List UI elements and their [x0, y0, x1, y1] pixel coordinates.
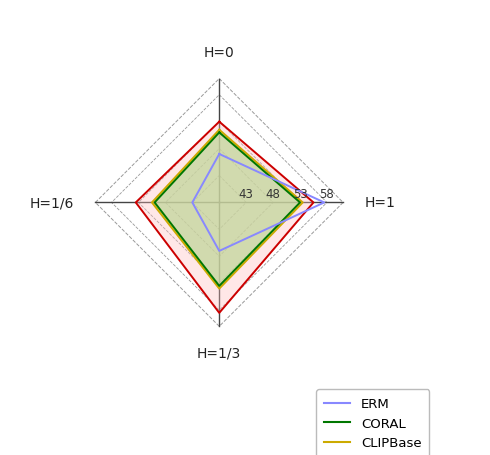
Polygon shape: [152, 131, 303, 289]
Text: 53: 53: [293, 187, 307, 200]
Polygon shape: [155, 133, 300, 286]
Text: H=0: H=0: [204, 46, 235, 60]
Text: 43: 43: [239, 187, 254, 200]
Text: H=1: H=1: [365, 196, 395, 210]
Text: 48: 48: [266, 187, 281, 200]
Text: H=1/6: H=1/6: [30, 196, 74, 210]
Text: 58: 58: [319, 187, 334, 200]
Text: H=1/3: H=1/3: [197, 346, 242, 360]
Polygon shape: [136, 122, 314, 313]
Legend: ERM, CORAL, CLIPBase, ours: ERM, CORAL, CLIPBase, ours: [316, 389, 429, 455]
